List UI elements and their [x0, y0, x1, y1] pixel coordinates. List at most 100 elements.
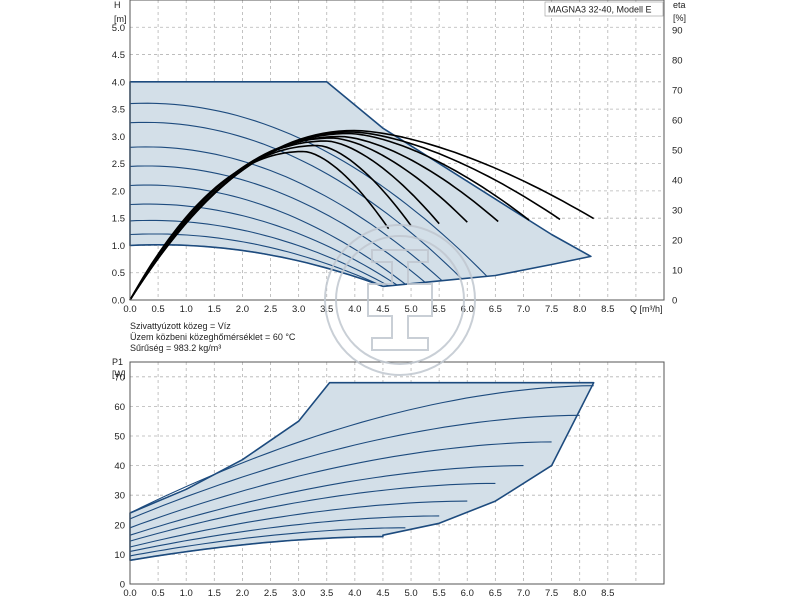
x-axis-ticks: 0.0 0.5 1.0 1.5 2.0 2.5 3.0 3.5 4.0 4.5 5.0 5.5 6.0 6…	[123, 304, 614, 315]
y2-tick-label: 70	[672, 86, 683, 97]
power-x-tick-label: 5.5	[433, 588, 446, 599]
power-x-axis-ticks: 0.0 0.5 1.0 1.5 2.0 2.5 3.0 3.5 4.0 4.5 5.0 5.5 6.0 6…	[123, 588, 614, 599]
y2-axis-ticks: 0 10 20 30 40 50 60 70 80 90	[672, 26, 683, 307]
power-x-tick-label: 8.0	[573, 588, 586, 599]
y-tick-label: 0.0	[112, 296, 125, 307]
head-curve	[129, 203, 398, 286]
x-tick-label: 6.5	[489, 304, 502, 315]
chart-title-box	[544, 1, 664, 17]
y-tick-label: 3.0	[112, 132, 125, 143]
power-y-tick-label: 40	[114, 461, 125, 472]
power-curve	[129, 515, 440, 552]
y-axis-unit: [m]	[114, 14, 127, 24]
y-tick-label: 1.5	[112, 214, 125, 225]
y-tick-label: 2.5	[112, 159, 125, 170]
y2-tick-label: 60	[672, 116, 683, 127]
head-curve	[129, 165, 426, 283]
y2-tick-label: 50	[672, 146, 683, 157]
power-curves	[129, 385, 594, 561]
x-tick-label: 3.0	[292, 304, 305, 315]
y2-tick-label: 80	[672, 56, 683, 67]
x-tick-label: 7.0	[517, 304, 530, 315]
x-axis-label: Q [m³/h]	[630, 304, 663, 314]
power-y-axis-unit: [W]	[112, 369, 126, 379]
x-tick-label: 1.0	[180, 304, 193, 315]
power-chart: 0.0 0.5 1.0 1.5 2.0 2.5 3.0 3.5 4.0 4.5 5.0 5.5 6.0 6…	[112, 357, 665, 599]
power-x-tick-label: 7.0	[517, 588, 530, 599]
power-chart-frame	[129, 361, 665, 585]
power-y-tick-label: 70	[114, 372, 125, 383]
power-x-tick-label: 2.5	[264, 588, 277, 599]
y-axis-ticks: 0.0 0.5 1.0 1.5 2.0 2.5 3.0 3.5 4.0 4.5 5.0	[112, 23, 125, 307]
y-tick-label: 3.5	[112, 105, 125, 116]
x-tick-label: 4.5	[376, 304, 389, 315]
head-curve	[129, 184, 406, 285]
x-tick-label: 7.5	[545, 304, 558, 315]
y-tick-label: 4.5	[112, 50, 125, 61]
x-tick-label: 2.5	[264, 304, 277, 315]
x-tick-label: 6.0	[461, 304, 474, 315]
power-y-tick-label: 50	[114, 432, 125, 443]
y-tick-label: 1.0	[112, 241, 125, 252]
power-x-tick-label: 3.0	[292, 588, 305, 599]
head-chart: 0.0 0.5 1.0 1.5 2.0 2.5 3.0 3.5 4.0 4.5 5.0 5.5 6.0 6…	[112, 0, 686, 315]
note-temperature: Üzem közbeni közeghőmérséklet = 60 °C	[130, 332, 296, 342]
x-tick-label: 1.5	[208, 304, 221, 315]
head-curve	[129, 219, 389, 287]
power-x-tick-label: 8.5	[601, 588, 614, 599]
head-chart-frame	[129, 0, 665, 301]
y2-tick-label: 10	[672, 266, 683, 277]
power-x-tick-label: 2.0	[236, 588, 249, 599]
y-axis-label: H	[114, 0, 121, 10]
power-x-tick-label: 7.5	[545, 588, 558, 599]
note-medium: Szivattyúzott közeg = Víz	[130, 321, 231, 331]
head-curve	[129, 244, 384, 287]
power-x-tick-label: 6.0	[461, 588, 474, 599]
power-y-axis-label: P1	[112, 357, 123, 367]
head-envelope	[129, 81, 592, 288]
x-tick-label: 5.5	[433, 304, 446, 315]
power-x-tick-label: 0.5	[151, 588, 164, 599]
y2-axis-unit: [%]	[673, 13, 686, 23]
x-tick-label: 4.0	[348, 304, 361, 315]
x-tick-label: 3.5	[320, 304, 333, 315]
power-curve	[129, 482, 496, 542]
x-tick-label: 8.0	[573, 304, 586, 315]
y-tick-label: 4.0	[112, 77, 125, 88]
power-operating-area	[129, 381, 595, 562]
watermark-logo	[324, 224, 476, 376]
power-y-tick-label: 10	[114, 550, 125, 561]
x-tick-label: 0.0	[123, 304, 136, 315]
power-x-tick-label: 1.5	[208, 588, 221, 599]
power-x-tick-label: 1.0	[180, 588, 193, 599]
power-curve	[129, 500, 468, 548]
y-tick-label: 5.0	[112, 23, 125, 34]
power-curve	[129, 385, 594, 514]
y2-axis-label: eta	[673, 0, 686, 10]
power-envelope	[129, 381, 595, 562]
y2-tick-label: 90	[672, 26, 683, 37]
power-x-tick-label: 3.5	[320, 588, 333, 599]
power-x-tick-label: 6.5	[489, 588, 502, 599]
power-curve	[129, 414, 580, 520]
power-y-tick-label: 0	[120, 580, 125, 591]
y2-tick-label: 20	[672, 236, 683, 247]
y2-tick-label: 0	[672, 296, 677, 307]
power-y-tick-label: 20	[114, 520, 125, 531]
y-tick-label: 2.0	[112, 186, 125, 197]
head-curve	[129, 146, 443, 282]
power-y-tick-label: 30	[114, 491, 125, 502]
efficiency-curve	[129, 150, 390, 301]
x-tick-label: 8.5	[601, 304, 614, 315]
y-tick-label: 0.5	[112, 268, 125, 279]
efficiency-curves	[129, 129, 595, 301]
power-x-tick-label: 4.0	[348, 588, 361, 599]
power-curve	[129, 441, 552, 529]
head-curve	[129, 121, 462, 280]
power-y-tick-label: 60	[114, 402, 125, 413]
y2-tick-label: 40	[672, 176, 683, 187]
power-x-tick-label: 4.5	[376, 588, 389, 599]
power-curve	[129, 536, 383, 561]
power-y-axis-ticks: 0 10 20 30 40 50 60 70	[114, 372, 125, 590]
efficiency-curve	[129, 144, 412, 301]
